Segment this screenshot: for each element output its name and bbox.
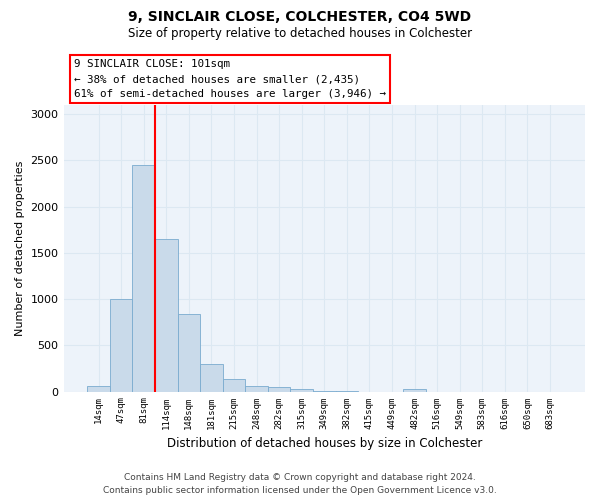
Text: Size of property relative to detached houses in Colchester: Size of property relative to detached ho… [128, 28, 472, 40]
Bar [403, 389, 426, 392]
Bar [155, 239, 178, 392]
Y-axis label: Number of detached properties: Number of detached properties [15, 160, 25, 336]
Bar [223, 378, 245, 392]
Text: 9, SINCLAIR CLOSE, COLCHESTER, CO4 5WD: 9, SINCLAIR CLOSE, COLCHESTER, CO4 5WD [128, 10, 472, 24]
Text: Contains HM Land Registry data © Crown copyright and database right 2024.
Contai: Contains HM Land Registry data © Crown c… [103, 474, 497, 495]
Bar [268, 387, 290, 392]
Bar [200, 364, 223, 392]
Text: 9 SINCLAIR CLOSE: 101sqm
← 38% of detached houses are smaller (2,435)
61% of sem: 9 SINCLAIR CLOSE: 101sqm ← 38% of detach… [74, 60, 386, 99]
X-axis label: Distribution of detached houses by size in Colchester: Distribution of detached houses by size … [167, 437, 482, 450]
Bar [87, 386, 110, 392]
Bar [290, 389, 313, 392]
Bar [313, 390, 335, 392]
Bar [245, 386, 268, 392]
Bar [110, 299, 133, 392]
Bar [133, 165, 155, 392]
Bar [178, 314, 200, 392]
